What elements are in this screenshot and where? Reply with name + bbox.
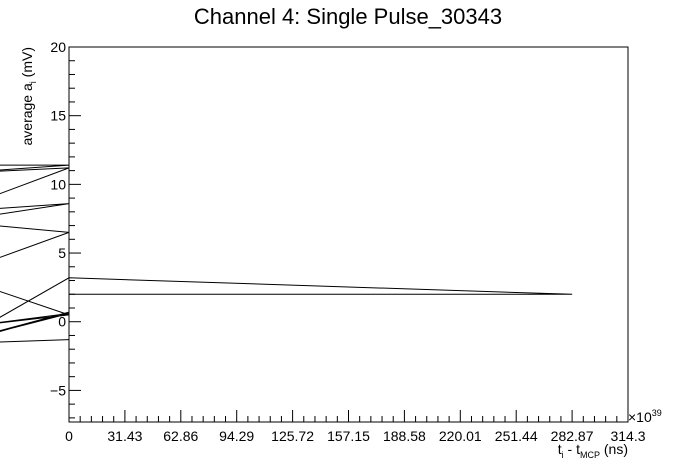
chart-title: Channel 4: Single Pulse_30343 — [194, 4, 502, 29]
x-tick-label: 0 — [65, 428, 73, 444]
y-tick-label: 10 — [50, 176, 66, 192]
x-axis: 0 31.43 62.86 94.29 125.72 157.15 188.58 220.01… — [65, 410, 646, 444]
y-tick-label: 15 — [50, 108, 66, 124]
x-tick-label: 282.87 — [551, 428, 594, 444]
y-tick-label: −5 — [50, 382, 66, 398]
y-tick-label: 0 — [58, 314, 66, 330]
y-axis-title: average ai (mV) — [19, 47, 38, 146]
y-tick-label: 5 — [58, 245, 66, 261]
x-tick-label: 62.86 — [163, 428, 198, 444]
x-tick-label: 157.15 — [327, 428, 370, 444]
x-axis-multiplier: ×1039 — [628, 408, 662, 425]
x-tick-label: 314.3 — [610, 428, 645, 444]
x-tick-label: 94.29 — [219, 428, 254, 444]
x-tick-label: 251.44 — [495, 428, 538, 444]
y-tick-label: 20 — [50, 39, 66, 55]
x-tick-label: 220.01 — [439, 428, 482, 444]
y-axis: −5 0 5 10 15 20 — [50, 39, 81, 419]
x-tick-label: 125.72 — [271, 428, 314, 444]
series-line — [0, 164, 573, 343]
x-axis-title: ti - tMCP (ns) — [558, 441, 628, 460]
x-tick-label: 188.58 — [383, 428, 426, 444]
plot-area — [0, 164, 573, 343]
x-tick-label: 31.43 — [107, 428, 142, 444]
plot-frame — [68, 46, 629, 423]
